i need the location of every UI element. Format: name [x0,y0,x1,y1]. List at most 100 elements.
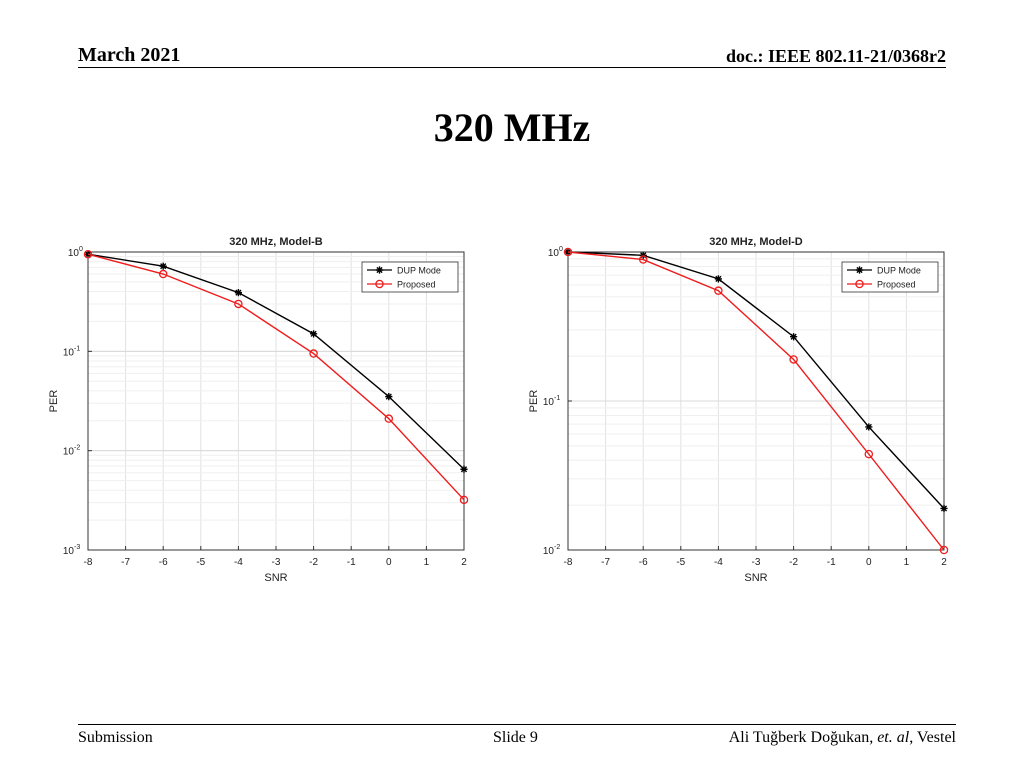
data-point [234,299,243,309]
x-tick-label: -2 [309,557,318,568]
header-date: March 2021 [78,44,181,66]
data-point [234,289,242,297]
y-tick-exponent: 0 [559,246,563,253]
y-tick-exponent: -2 [74,445,80,452]
data-point [940,504,948,513]
x-tick-label: 0 [386,557,392,568]
legend: DUP Mode Proposed [841,261,939,293]
y-tick-exponent: -1 [74,345,80,352]
data-point [309,349,318,358]
x-tick-label: -6 [159,557,168,568]
footer-author-name: Ali Tuğberk Doğukan, [728,729,878,746]
footer-submission: Submission [78,729,153,746]
footer-affiliation: , Vestel [909,729,956,746]
data-point [159,262,167,270]
series-line [567,251,945,551]
x-tick-label: -5 [196,557,205,568]
series-proposed [83,249,469,505]
data-point [158,269,168,279]
y-tick-base: 10 [548,248,560,259]
x-tick-label: 1 [904,557,910,568]
series-proposed [563,247,949,555]
data-point [865,423,873,431]
legend-item: DUP Mode [847,266,921,276]
data-point [714,286,723,295]
footer-slide-number: Slide 9 [493,729,538,746]
legend-item: Proposed [847,280,916,290]
x-tick-label: -2 [789,557,798,568]
legend-label: DUP Mode [397,266,441,276]
data-point [375,279,384,289]
footer-et-al: et. al [877,729,910,746]
x-tick-label: 1 [424,557,430,568]
legend-label: Proposed [877,280,916,290]
y-axis-label: PER [48,390,60,413]
y-tick-base: 10 [63,546,75,557]
series-line [87,253,465,470]
y-tick-base: 10 [63,447,75,458]
x-tick-label: -8 [564,557,573,568]
x-tick-label: -7 [601,557,610,568]
chart-title: 320 MHz, Model-D [709,236,803,248]
x-tick-label: -7 [121,557,130,568]
y-tick-label: 10 0 [548,246,563,259]
y-tick-label: 10 0 [68,246,83,259]
y-tick-label: 10 -1 [543,395,560,408]
data-point [385,393,393,401]
data-point [563,247,573,257]
x-tick-label: -4 [234,557,243,568]
y-tick-label: 10 -2 [543,544,560,557]
data-point [384,414,394,423]
footer-rule [78,724,956,725]
y-tick-base: 10 [543,546,555,557]
x-tick-label: -4 [714,557,723,568]
y-tick-base: 10 [63,347,75,358]
data-point [789,355,798,364]
y-tick-exponent: -3 [74,544,80,551]
footer-author: Ali Tuğberk Doğukan, et. al, Vestel [729,729,956,747]
x-tick-label: 2 [461,557,467,568]
x-axis-label: SNR [264,572,287,584]
y-tick-label: 10 -1 [63,345,80,358]
y-axis-label: PER [528,390,540,413]
data-point [638,255,648,264]
y-tick-base: 10 [543,397,555,408]
legend-label: Proposed [397,280,436,290]
data-point [459,495,469,505]
data-point [939,545,949,555]
x-tick-label: -1 [347,557,356,568]
x-tick-label: -1 [827,557,836,568]
x-tick-label: -5 [676,557,685,568]
x-tick-label: 2 [941,557,947,568]
data-point [310,330,318,338]
x-tick-label: -3 [272,557,281,568]
data-point [375,266,384,274]
x-tick-label: -8 [84,557,93,568]
header-rule [78,67,946,68]
legend-item: Proposed [367,280,436,290]
y-tick-exponent: 0 [79,246,83,253]
series-line [87,253,465,501]
legend-label: DUP Mode [877,266,921,276]
x-axis-label: SNR [744,572,767,584]
x-tick-label: -3 [752,557,761,568]
slide-title: 320 MHz [433,105,591,150]
y-tick-label: 10 -2 [63,445,80,458]
y-tick-exponent: -1 [554,395,560,402]
x-tick-label: 0 [866,557,872,568]
data-point [460,465,468,473]
header-doc-id: doc.: IEEE 802.11-21/0368r2 [725,46,946,66]
chart-title: 320 MHz, Model-B [229,236,323,248]
data-point [83,249,93,259]
y-tick-base: 10 [68,248,80,259]
legend-item: DUP Mode [367,266,441,276]
data-point [790,333,798,341]
legend: DUP Mode Proposed [361,261,459,293]
series-line [567,251,945,509]
y-tick-exponent: -2 [554,544,560,551]
x-tick-label: -6 [639,557,648,568]
data-point [714,275,722,283]
data-point [855,279,864,289]
